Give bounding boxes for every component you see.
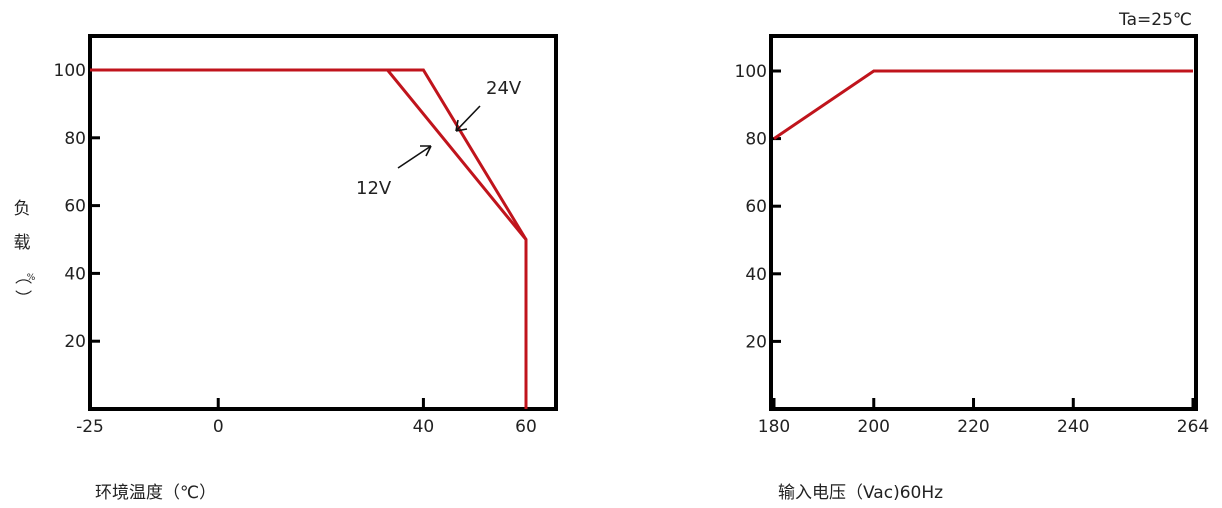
left-curve-12v [90,68,528,409]
left-curve-24v [90,68,528,409]
right-y-tick-label: 80 [745,130,767,150]
arrow-24v [455,105,481,132]
temperature-derating-chart: 负 载 （ % ） 20 40 60 80 100 -25 0 40 60 24V 12V 环… [12,34,558,503]
y-title-char-5: ） [12,290,32,307]
right-x-tick-label: 180 [758,417,790,437]
right-x-ticks: 180 200 220 240 264 [758,398,1209,437]
right-y-ticks: 20 40 60 80 100 [735,62,781,352]
left-x-tick-label: 40 [413,417,435,437]
y-title-char-2: 载 [14,233,31,253]
right-x-tick-label: 240 [1057,417,1089,437]
left-y-tick-label: 80 [64,129,86,149]
left-series [90,68,528,409]
right-chart-title: Ta=25℃ [1118,10,1192,30]
right-y-tick-label: 60 [745,197,767,217]
y-title-char-4: % [27,273,36,283]
left-y-tick-label: 40 [64,264,86,284]
right-x-tick-label: 220 [957,417,989,437]
left-x-ticks: -25 0 40 60 [76,398,537,437]
right-plot-frame [769,34,1198,411]
right-y-tick-label: 20 [745,332,767,352]
left-x-tick-label: 60 [515,417,537,437]
arrow-12v [397,145,432,169]
left-x-tick-label: -25 [76,417,104,437]
left-x-axis-title: 环境温度（℃） [95,483,216,503]
left-y-ticks: 20 40 60 80 100 [54,61,100,352]
left-plot-frame [88,34,558,411]
right-x-tick-label: 264 [1177,417,1209,437]
right-x-tick-label: 200 [858,417,890,437]
series-label-24v: 24V [486,78,522,99]
series-label-12v: 12V [356,178,392,199]
left-y-axis-title: 负 载 （ % ） [12,199,36,307]
right-y-tick-label: 100 [735,62,767,82]
right-series [773,69,1193,140]
left-y-tick-label: 100 [54,61,86,81]
left-y-tick-label: 60 [64,197,86,217]
right-curve-series-1 [773,69,1193,140]
voltage-derating-chart: Ta=25℃ 20 40 60 80 100 180 200 220 240 264 输入电压（… [735,10,1210,503]
left-y-tick-label: 20 [64,332,86,352]
right-y-tick-label: 40 [745,265,767,285]
right-x-axis-title: 输入电压（Vac)60Hz [778,483,943,503]
y-title-char-1: 负 [14,199,31,219]
left-x-tick-label: 0 [213,417,224,437]
y-title-char-3: （ [12,268,32,285]
